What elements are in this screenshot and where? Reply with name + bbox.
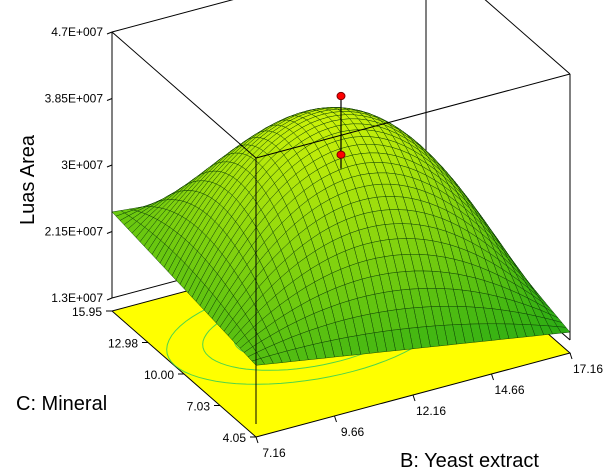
surface-facet: [251, 358, 266, 366]
x-tick-mark: [412, 394, 416, 402]
x-tick-mark: [334, 415, 337, 423]
y-axis-title: C: Mineral: [16, 393, 107, 415]
response-surface: [111, 107, 571, 366]
box-front-edges: [111, 31, 571, 424]
z-tick-mark: [106, 231, 113, 234]
z-tick-mark: [106, 98, 113, 101]
y-tick-label: 15.95: [72, 305, 102, 319]
x-tick-label: 9.66: [341, 425, 365, 439]
x-tick-label: 17.16: [573, 362, 603, 376]
y-tick-label: 12.98: [108, 337, 138, 351]
box-edge: [484, 0, 571, 75]
x-tick-label: 7.16: [262, 446, 286, 460]
design-point: [336, 91, 346, 101]
design-point: [336, 150, 346, 159]
box-edge: [111, 0, 234, 33]
y-tick-label: 7.03: [187, 400, 211, 414]
x-tick-mark: [255, 436, 259, 444]
x-tick-mark: [569, 352, 573, 360]
x-tick-label: 12.16: [416, 404, 446, 418]
z-tick-label: 4.7E+007: [51, 25, 103, 39]
axis-ticks: 1.3E+007 2.15E+007 3E+007 3.85E+007 4.7E+007…: [45, 25, 604, 460]
design-points: [336, 91, 346, 169]
box-edge: [111, 31, 257, 159]
x-axis-title: B: Yeast extract: [400, 450, 539, 470]
z-axis-title: Luas Area: [17, 134, 39, 225]
z-tick-mark: [106, 31, 113, 35]
y-tick-label: 4.05: [223, 431, 247, 445]
box-edge: [255, 73, 571, 159]
x-tick-label: 14.66: [494, 383, 524, 397]
z-tick-label: 2.15E+007: [45, 225, 104, 239]
z-tick-label: 3E+007: [61, 158, 103, 172]
z-tick-mark: [106, 297, 113, 301]
x-tick-mark: [491, 373, 494, 381]
z-tick-label: 1.3E+007: [51, 291, 103, 305]
z-tick-label: 3.85E+007: [45, 92, 104, 106]
z-tick-mark: [106, 164, 113, 168]
y-tick-label: 10.00: [144, 368, 174, 382]
